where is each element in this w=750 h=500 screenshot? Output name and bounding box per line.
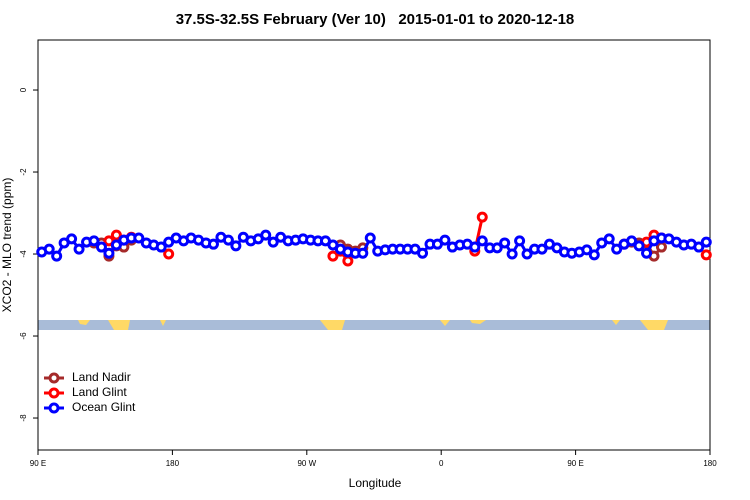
legend-marker	[48, 372, 60, 384]
legend-label: Land Glint	[72, 385, 127, 399]
y-axis-label: XCO2 - MLO trend (ppm)	[0, 178, 14, 313]
legend-marker	[48, 402, 60, 414]
series	[36, 229, 712, 262]
data-point	[700, 236, 712, 248]
data-point	[469, 241, 481, 253]
data-point	[163, 248, 175, 260]
y-tick-label: -2	[19, 168, 28, 176]
x-tick-label: 0	[439, 459, 444, 468]
data-point	[133, 232, 145, 244]
data-point	[95, 241, 107, 253]
x-tick-label: 90 E	[30, 459, 46, 468]
data-point	[700, 249, 712, 261]
land	[470, 320, 486, 324]
legend-marker	[48, 387, 60, 399]
data-point	[51, 250, 63, 262]
data-point	[536, 243, 548, 255]
y-tick-label: 0	[19, 87, 28, 92]
data-point	[693, 241, 705, 253]
land	[640, 320, 668, 330]
data-point	[491, 242, 503, 254]
y-tick-label: -4	[19, 250, 28, 258]
data-point	[357, 247, 369, 259]
y-tick-label: -6	[19, 332, 28, 340]
data-point	[521, 248, 533, 260]
data-point	[66, 233, 78, 245]
land	[160, 320, 166, 326]
data-point	[641, 247, 653, 259]
data-point	[588, 249, 600, 261]
legend-label: Ocean Glint	[72, 400, 136, 414]
ocean-strip	[38, 320, 710, 330]
data-point	[260, 229, 272, 241]
data-point	[207, 238, 219, 250]
x-tick-label: 180	[703, 459, 717, 468]
x-axis-label: Longitude	[349, 476, 402, 490]
data-point	[476, 235, 488, 247]
x-tick-label: 90 E	[567, 459, 583, 468]
data-point	[499, 237, 511, 249]
land	[78, 320, 90, 325]
x-tick-label: 180	[166, 459, 180, 468]
data-point	[581, 244, 593, 256]
data-point	[43, 243, 55, 255]
land	[320, 320, 345, 330]
data-point	[110, 229, 122, 241]
data-point	[267, 236, 279, 248]
chart-title: 37.5S-32.5S February (Ver 10) 2015-01-01…	[176, 11, 575, 28]
data-point	[633, 240, 645, 252]
data-point	[342, 255, 354, 267]
data-point	[439, 234, 451, 246]
y-tick-label: -8	[19, 414, 28, 422]
data-point	[655, 241, 667, 253]
data-point	[417, 247, 429, 259]
data-point	[476, 211, 488, 223]
map-strip	[38, 320, 710, 330]
data-point	[230, 240, 242, 252]
data-point	[103, 247, 115, 259]
data-point	[364, 232, 376, 244]
land	[440, 320, 450, 326]
data-point	[603, 233, 615, 245]
data-point	[73, 243, 85, 255]
data-point	[506, 248, 518, 260]
data-point	[514, 235, 526, 247]
land	[612, 320, 620, 325]
data-point	[611, 243, 623, 255]
data-point	[88, 235, 100, 247]
legend-label: Land Nadir	[72, 370, 131, 384]
data-point	[626, 235, 638, 247]
data-point	[110, 239, 122, 251]
data-point	[222, 234, 234, 246]
data-point	[327, 250, 339, 262]
land	[108, 320, 130, 330]
data-point	[155, 241, 167, 253]
x-tick-label: 90 W	[297, 459, 316, 468]
